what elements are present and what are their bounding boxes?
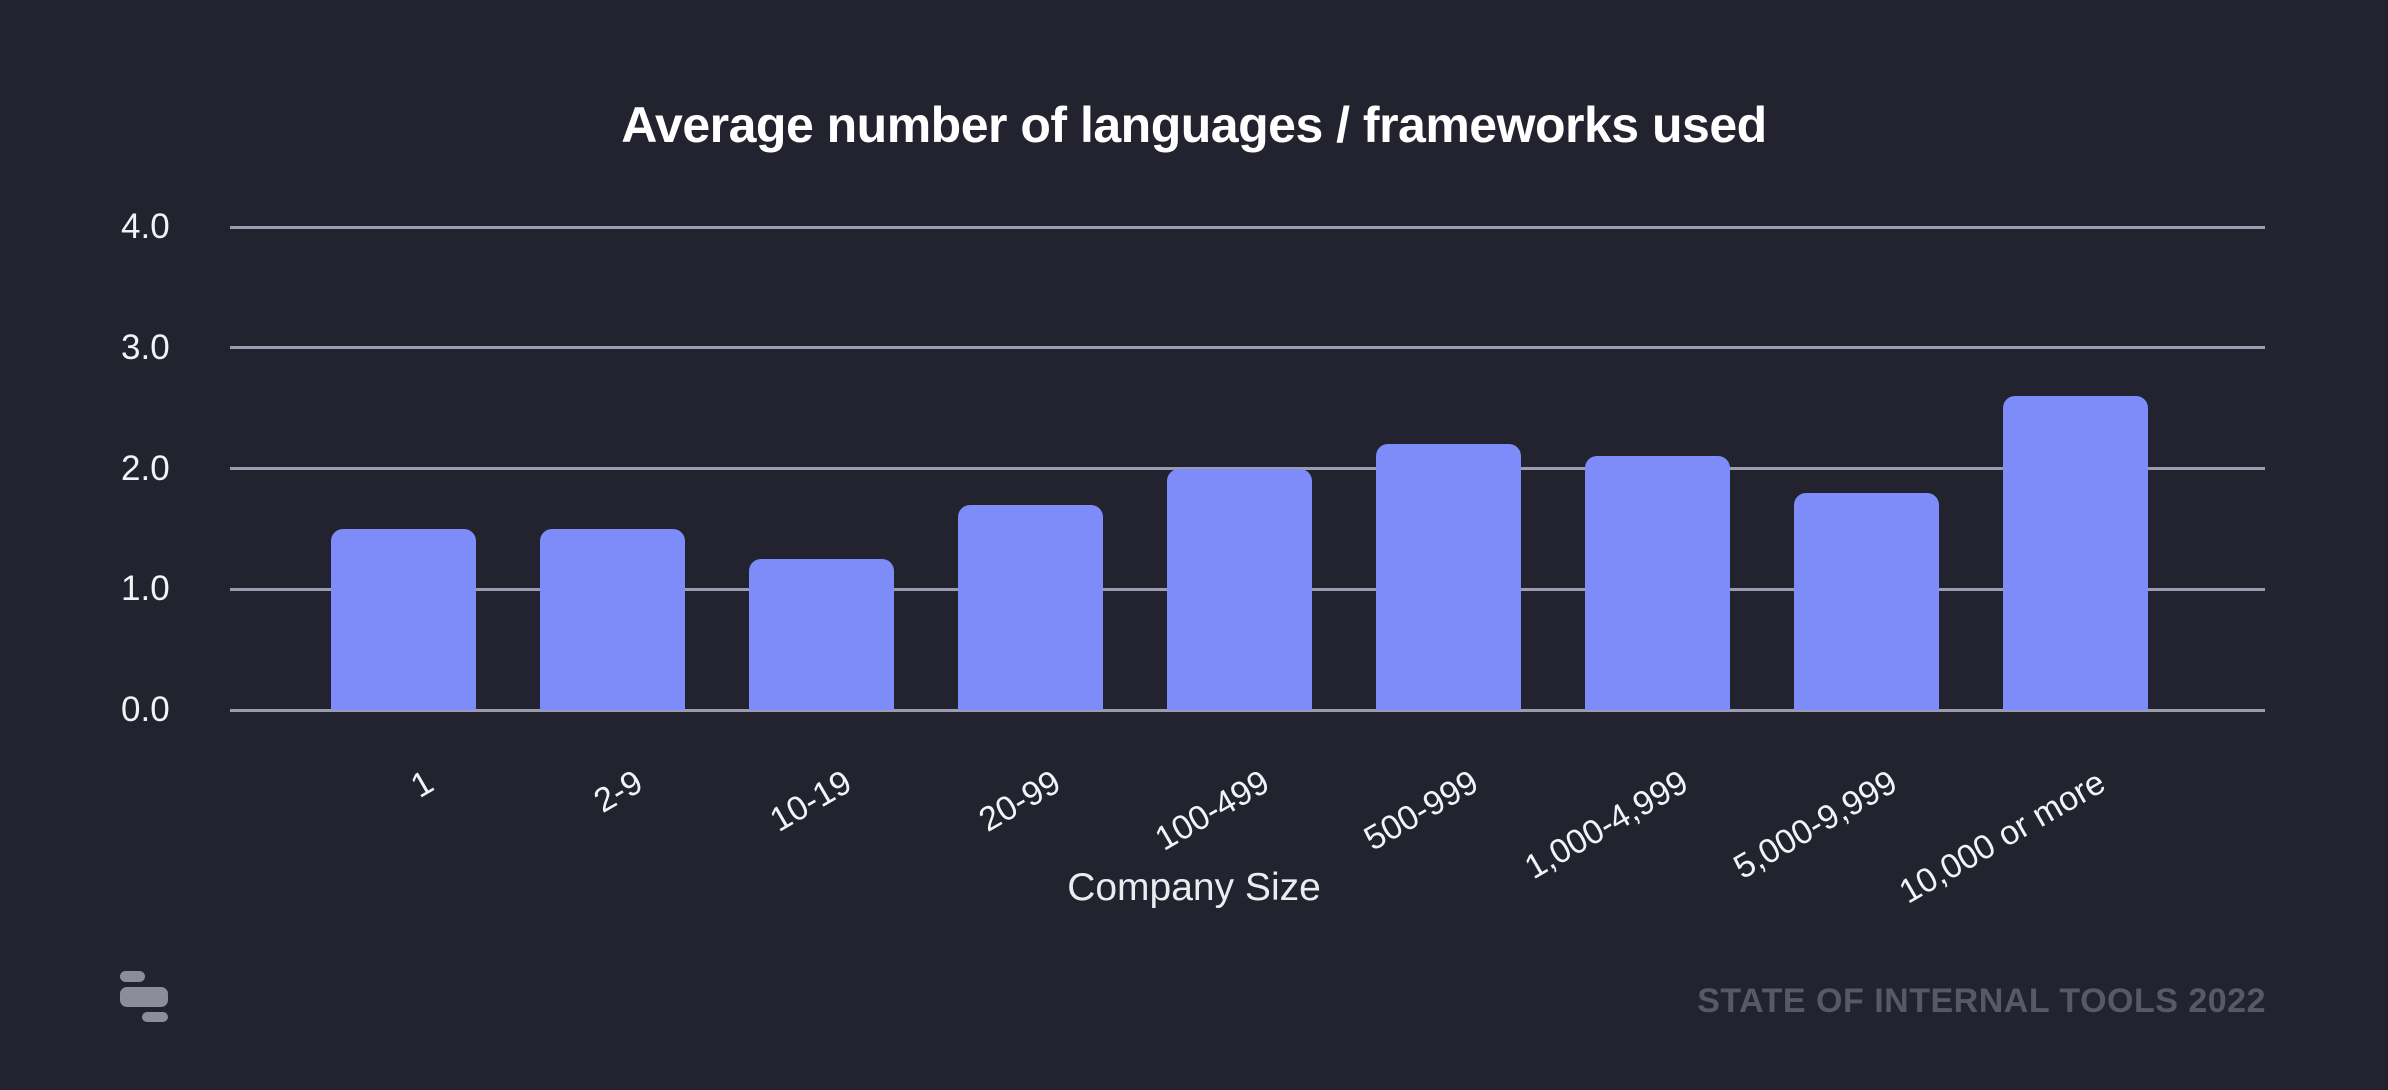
- bar: [748, 559, 894, 710]
- logo-bar-top: [120, 971, 145, 982]
- y-tick-label: 3.0: [121, 327, 170, 367]
- x-tick-label: 500-999: [1357, 763, 1485, 859]
- x-tick-label: 100-499: [1148, 763, 1276, 859]
- bar: [1793, 492, 1939, 710]
- x-axis-title: Company Size: [1067, 866, 1321, 909]
- bar: [1166, 468, 1312, 710]
- bar: [330, 528, 476, 710]
- bar: [2002, 396, 2148, 710]
- bar: [1584, 456, 1730, 710]
- y-tick-label: 0.0: [121, 690, 170, 729]
- x-tick-label: 10-19: [763, 763, 858, 840]
- y-tick-label: 2.0: [121, 448, 170, 488]
- x-tick-label: 1: [404, 763, 440, 806]
- chart-title: Average number of languages / frameworks…: [621, 97, 1767, 153]
- source-credit: STATE OF INTERNAL TOOLS 2022: [1697, 982, 2266, 1020]
- logo-bar-middle: [120, 987, 168, 1007]
- y-tick-label: 1.0: [121, 569, 170, 609]
- bar: [957, 504, 1103, 710]
- y-gridline: [230, 708, 2265, 712]
- retool-logo-icon: [120, 971, 168, 1022]
- logo-bar-bottom: [142, 1012, 168, 1022]
- y-gridline: [230, 346, 2265, 350]
- y-tick-label: 4.0: [121, 207, 170, 246]
- x-tick-label: 2-9: [587, 763, 649, 821]
- bar: [539, 528, 685, 710]
- bar: [1375, 444, 1521, 710]
- y-gridline: [230, 225, 2265, 229]
- x-tick-label: 20-99: [972, 763, 1067, 840]
